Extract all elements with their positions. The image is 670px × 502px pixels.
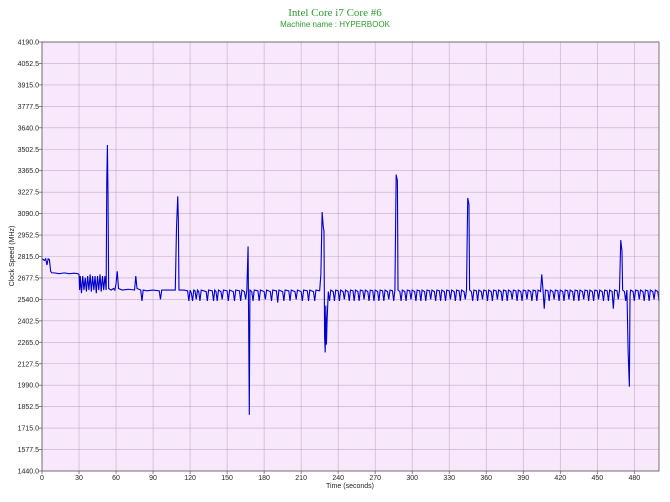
x-tick-label: 30 [75, 475, 83, 482]
x-tick-label: 480 [628, 475, 640, 482]
x-tick-label: 450 [591, 475, 603, 482]
y-tick-label: 3227.5 [18, 190, 40, 197]
grid-lines [41, 41, 659, 472]
y-tick-label: 2540.0 [18, 297, 40, 304]
x-tick-label: 210 [295, 475, 307, 482]
x-tick-label: 180 [258, 475, 270, 482]
x-tick-label: 120 [184, 475, 196, 482]
y-tick-label: 2402.5 [18, 318, 40, 325]
y-tick-label: 3777.5 [18, 104, 40, 111]
x-tick-label: 90 [149, 475, 157, 482]
y-tick-label: 3365.0 [18, 168, 40, 175]
y-tick-label: 3915.0 [18, 82, 40, 89]
y-tick-label: 4052.5 [18, 61, 40, 68]
x-tick-label: 360 [480, 475, 492, 482]
y-tick-label: 3502.5 [18, 147, 40, 154]
x-tick-label: 60 [112, 475, 120, 482]
y-tick-label: 1852.5 [18, 404, 40, 411]
x-axis-ticks: 0 30 60 90 120 150 180 210 240 270 300 330 360 390 420… [40, 471, 640, 482]
x-tick-label: 300 [406, 475, 418, 482]
y-tick-label: 1577.5 [18, 447, 40, 454]
y-axis-label: Clock Speed (MHz) [9, 226, 16, 287]
y-tick-label: 2677.5 [18, 275, 40, 282]
y-tick-label: 1440.0 [18, 469, 40, 476]
y-tick-label: 2127.5 [18, 361, 40, 368]
x-tick-label: 390 [517, 475, 529, 482]
y-tick-label: 2952.5 [18, 233, 40, 240]
clock-speed-series-line [41, 144, 660, 415]
y-tick-label: 2265.0 [18, 340, 40, 347]
x-tick-label: 420 [554, 475, 566, 482]
y-tick-label: 1990.0 [18, 383, 40, 390]
plot-border [41, 41, 660, 472]
y-tick-label: 3090.0 [18, 211, 40, 218]
chart-subtitle: Machine name : HYPERBOOK [280, 20, 390, 29]
x-tick-label: 330 [443, 475, 455, 482]
y-tick-label: 3640.0 [18, 125, 40, 132]
chart-title: Intel Core i7 Core #6 [288, 7, 382, 19]
x-tick-label: 240 [332, 475, 344, 482]
y-axis-ticks: 1440.0 1577.5 1715.0 1852.5 1990.0 2127.5 2265… [18, 40, 42, 476]
y-tick-label: 2815.0 [18, 254, 40, 261]
y-tick-label: 1715.0 [18, 426, 40, 433]
x-tick-label: 150 [221, 475, 233, 482]
x-tick-label: 0 [40, 475, 44, 482]
x-tick-label: 270 [369, 475, 381, 482]
y-tick-label: 4190.0 [18, 40, 40, 47]
x-axis-label: Time (seconds) [326, 483, 374, 490]
